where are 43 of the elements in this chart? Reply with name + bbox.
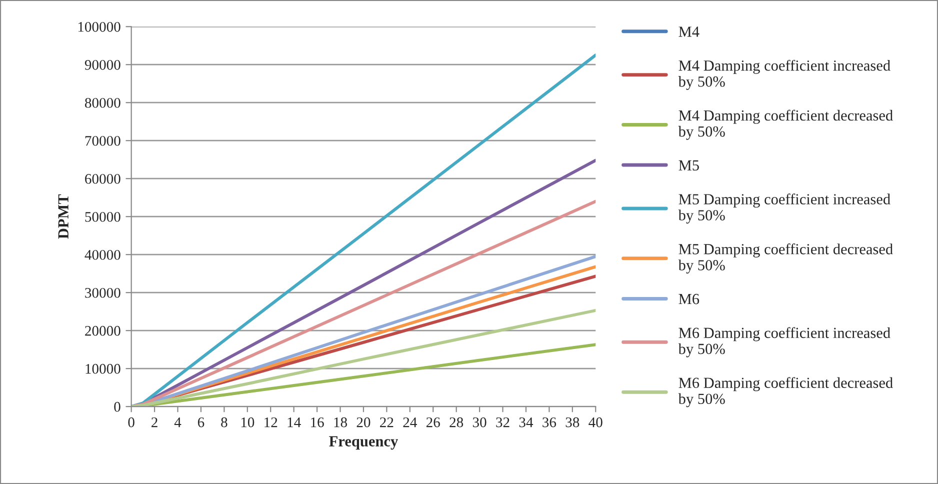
x-tick-label: 4 (174, 417, 182, 428)
x-tick-label: 14 (288, 417, 301, 428)
y-tick-label: 90000 (84, 60, 120, 70)
x-tick-label: 34 (519, 417, 534, 428)
y-tick-label: 50000 (85, 212, 120, 222)
legend-label: M4 Damping coefficient decreased by 50% (678, 110, 893, 140)
y-tick-label: 100000 (78, 22, 120, 32)
x-tick-label: 18 (334, 417, 347, 428)
x-axis-title: Frequency (329, 436, 398, 450)
x-tick-label: 26 (426, 417, 440, 428)
x-tick-label: 40 (588, 417, 602, 428)
x-tick-label: 30 (472, 417, 486, 428)
x-tick-label: 36 (542, 417, 556, 428)
x-tick-label: 6 (198, 417, 204, 428)
legend-label: M4 Damping coefficient increased by 50% (678, 60, 890, 90)
x-tick-label: 12 (264, 417, 278, 428)
y-tick-label: 60000 (85, 174, 120, 184)
legend-label: M4 (678, 26, 700, 37)
legend-label: M5 (678, 160, 699, 171)
x-tick-label: 8 (221, 417, 228, 428)
y-axis-title: DPMT (58, 194, 68, 239)
x-tick-label: 0 (128, 417, 134, 428)
legend-label: M5 Damping coefficient increased by 50% (678, 193, 890, 224)
x-tick-label: 2 (152, 417, 158, 428)
x-tick-label: 10 (241, 417, 254, 428)
x-tick-label: 20 (356, 417, 370, 428)
y-tick-label: 10000 (86, 364, 120, 374)
legend-label: M6 Damping coefficient decreased by 50% (678, 377, 893, 408)
y-tick-label: 0 (114, 402, 120, 412)
x-tick-label: 38 (566, 417, 580, 428)
y-tick-label: 40000 (84, 250, 120, 260)
legend-label: M6 Damping coefficient increased by 50% (678, 327, 890, 358)
x-tick-label: 28 (450, 417, 464, 428)
x-tick-label: 22 (380, 417, 394, 428)
x-tick-label: 32 (496, 417, 510, 428)
x-tick-label: 16 (311, 417, 324, 428)
y-tick-label: 80000 (85, 98, 120, 108)
y-tick-label: 70000 (85, 136, 120, 146)
x-tick-label: 24 (403, 417, 417, 428)
y-tick-label: 20000 (85, 326, 120, 336)
legend-label: M6 (678, 294, 700, 304)
legend-label: M5 Damping coefficient decreased by 50% (678, 243, 893, 274)
y-tick-label: 30000 (85, 288, 120, 298)
